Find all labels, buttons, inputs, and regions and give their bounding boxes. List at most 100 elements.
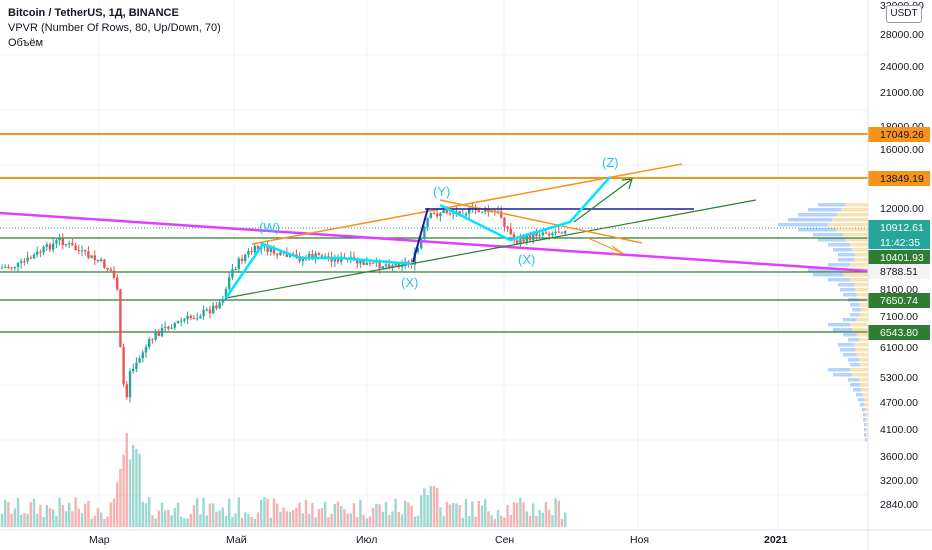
price-tags: 17049.26 13849.19 10912.61 11:42:35 1040… [868,127,930,340]
volume-bar [167,509,170,527]
vpvr-row-down [859,358,868,362]
horizontal-levels [0,133,868,333]
vpvr-row-up [808,208,841,212]
vpvr-row-down [832,218,868,222]
volume-bar [205,515,208,527]
volume-bar [176,502,180,527]
volume-bar [397,512,400,527]
volume-bar [164,510,167,527]
volume-bar [151,515,154,527]
volume-bar [32,498,36,527]
symbol-title[interactable]: Bitcoin / TetherUS, 1Д, BINANCE [8,7,179,19]
vpvr-row-up [858,398,864,402]
vpvr-row-down [827,223,868,227]
vpvr-row-down [855,348,868,352]
volume-bar [452,503,455,527]
candle-body [23,261,26,263]
wave-label-z: (Z) [602,155,619,170]
volume-bar [93,515,96,527]
volume-bar [301,513,304,527]
candle-body [503,217,506,227]
volume-bar [564,512,567,527]
candle-body [516,240,519,244]
volume-bar [304,499,308,527]
vpvr-row-down [855,288,868,292]
vpvr-row-up [864,423,867,427]
candle-body [320,255,324,259]
candle-body [362,260,365,265]
candle-body [58,238,61,241]
volume-bar [352,503,356,527]
volume-bar [128,459,132,527]
vpvr-row-down [866,433,868,437]
vpvr-row-down [836,228,868,232]
grid [0,0,868,530]
vpvr-row-up [840,288,856,292]
wave-labels: (W) (X) (Y) (X) (Z) [259,155,619,290]
candle-body [183,319,186,321]
volume-profile [778,203,868,442]
volume-bar [458,504,461,527]
currency-button[interactable]: USDT [886,5,922,23]
candle-body [500,211,503,218]
vpvr-row-up [856,393,863,397]
candle-body [420,238,423,249]
candle-body [519,239,522,244]
vpvr-row-down [854,253,868,257]
candle-body [218,302,221,309]
volume-bar [448,504,452,527]
volume-bar [548,509,551,527]
volume-bar [20,514,23,527]
time-axis[interactable]: Мар Май Июл Сен Ноя 2021 [0,529,932,550]
price-tag-7650-label: 7650.74 [880,295,918,307]
vpvr-row-down [866,428,868,432]
candle-body [384,264,388,267]
wave-label-y: (Y) [433,184,450,199]
candle-body [272,247,276,254]
candle-body [0,267,4,269]
vpvr-row-down [859,303,868,307]
volume-bar [410,505,413,527]
vpvr-row-down [856,293,868,297]
price-tag-10401 [868,250,930,265]
vpvr-row-up [798,213,837,217]
candle-body [381,266,384,269]
candle-body [138,358,141,363]
vpvr-row-up [864,428,867,432]
vpvr-row-up [843,293,857,297]
volume-bar [77,508,80,527]
candle-body [397,263,400,268]
candle-body [512,234,516,241]
volume-bar [557,500,560,527]
volume-bar [154,518,157,527]
volume-bar [464,498,468,527]
volume-bar [160,502,164,527]
candle-body [26,257,29,262]
volume-bar [416,515,420,527]
volume-bar [253,518,256,527]
volume-bar [64,511,68,527]
volume-bar [500,515,503,527]
volume-bar [192,505,196,527]
candle-body [228,277,231,289]
candle-body [212,305,215,314]
price-tag-17049 [868,127,930,142]
volume-bar [522,502,525,527]
candle-body [548,233,551,236]
candle-body [103,259,106,268]
candle-body [173,323,176,328]
volume-bar [266,498,269,527]
candle-body [36,251,39,255]
volume-bar [36,513,39,527]
volume-bar [186,518,189,527]
volume-bar [423,488,426,527]
volume-bar [413,516,416,527]
vpvr-row-down [865,408,868,412]
candle-body [269,247,272,252]
indicator-vpvr[interactable]: VPVR (Number Of Rows, 80, Up/Down, 70) [8,22,221,34]
candle-body [151,339,154,341]
vpvr-row-down [845,238,868,242]
indicator-volume[interactable]: Объём [8,37,44,49]
volume-bar [173,507,176,527]
